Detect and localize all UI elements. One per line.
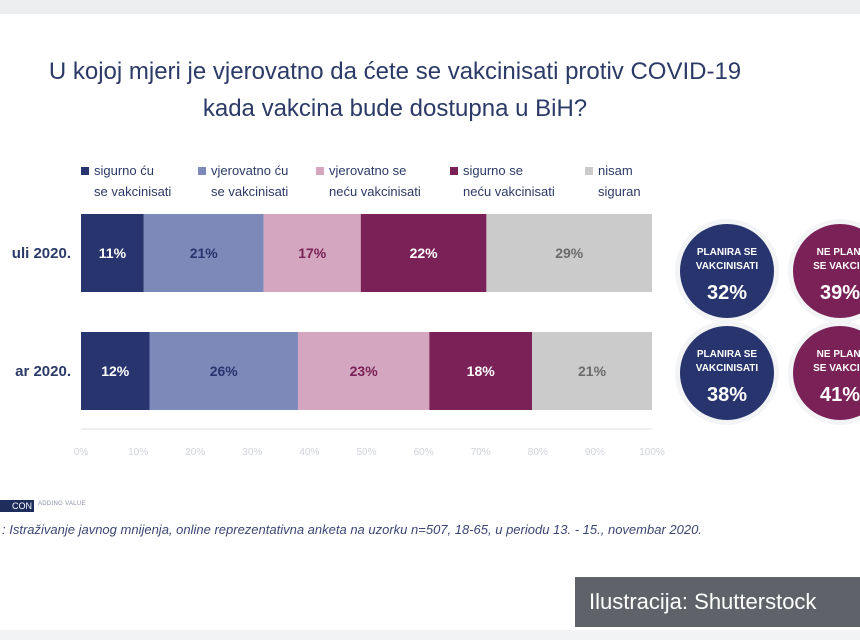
circle-label-line-1: NE PLANI bbox=[817, 349, 860, 360]
legend-swatch bbox=[198, 167, 206, 175]
category-label: uli 2020. bbox=[12, 245, 71, 262]
bar-data-label: 29% bbox=[555, 245, 584, 261]
circle-label-line-2: SE VAKCIN bbox=[813, 363, 860, 374]
legend-label-line-1: vjerovatno se bbox=[329, 163, 406, 178]
bar-segment bbox=[360, 214, 487, 292]
plan-circle bbox=[680, 224, 774, 318]
plan-circle bbox=[680, 326, 774, 420]
circle-label-line-2: SE VAKCIN bbox=[813, 261, 860, 272]
x-tick-label: 10% bbox=[128, 447, 148, 458]
x-tick-label: 20% bbox=[185, 447, 205, 458]
bar-data-label: 23% bbox=[350, 363, 379, 379]
circle-label-line-1: PLANIRA SE bbox=[697, 247, 758, 258]
x-tick-label: 70% bbox=[471, 447, 491, 458]
x-tick-label: 60% bbox=[414, 447, 434, 458]
bar-segment bbox=[143, 214, 264, 292]
bar-segment bbox=[486, 214, 652, 292]
stacked-bar-chart: sigurno ću se vakcinisati vjerovatno ću se … bbox=[12, 163, 860, 458]
x-tick-label: 40% bbox=[299, 447, 319, 458]
legend-label-line-2: se vakcinisati bbox=[94, 184, 171, 199]
legend-swatch bbox=[81, 167, 89, 175]
bar-segment bbox=[81, 332, 150, 410]
bar-segment bbox=[149, 332, 298, 410]
photo-credit-watermark: Ilustracija: Shutterstock bbox=[575, 577, 860, 627]
category-label: ar 2020. bbox=[15, 363, 71, 380]
top-band bbox=[0, 0, 860, 14]
x-tick-label: 0% bbox=[74, 447, 89, 458]
x-tick-label: 30% bbox=[242, 447, 262, 458]
circle-value: 41% bbox=[820, 384, 860, 406]
bar-segment bbox=[81, 214, 144, 292]
bar-segment bbox=[263, 214, 361, 292]
legend-label-line-1: sigurno ću bbox=[94, 163, 154, 178]
legend-swatch bbox=[585, 167, 593, 175]
bar-segment bbox=[429, 332, 533, 410]
legend-label-line-1: sigurno se bbox=[463, 163, 523, 178]
chart-title-line-2: kada vakcina bude dostupna u BiH? bbox=[202, 95, 588, 122]
x-tick-label: 50% bbox=[356, 447, 376, 458]
legend-label-line-1: nisam bbox=[598, 163, 633, 178]
noplan-circle bbox=[793, 326, 860, 420]
legend-swatch bbox=[316, 167, 324, 175]
bar-segment bbox=[297, 332, 430, 410]
noplan-circle bbox=[793, 224, 860, 318]
legend-label-line-1: vjerovatno ću bbox=[211, 163, 288, 178]
circle-label-line-2: VAKCINISATI bbox=[696, 261, 759, 272]
footer-tagline: ADDING VALUE bbox=[38, 501, 86, 507]
circle-value: 38% bbox=[707, 384, 747, 406]
footer-logo: CON bbox=[0, 500, 34, 512]
circle-label-line-1: PLANIRA SE bbox=[697, 349, 758, 360]
x-tick-label: 80% bbox=[528, 447, 548, 458]
bar-data-label: 11% bbox=[99, 245, 127, 261]
bar-segment bbox=[532, 332, 652, 410]
circle-label-line-1: NE PLANI bbox=[817, 247, 860, 258]
chart-title-line-1: U kojoj mjeri je vjerovatno da ćete se v… bbox=[48, 58, 742, 85]
legend-label-line-2: siguran bbox=[598, 184, 641, 199]
circle-value: 32% bbox=[707, 282, 747, 304]
circle-label-line-2: VAKCINISATI bbox=[696, 363, 759, 374]
legend-swatch bbox=[450, 167, 458, 175]
x-tick-label: 90% bbox=[585, 447, 605, 458]
bar-data-label: 21% bbox=[190, 245, 219, 261]
legend-label-line-2: se vakcinisati bbox=[211, 184, 288, 199]
bottom-band bbox=[0, 630, 860, 640]
bar-data-label: 22% bbox=[410, 245, 439, 261]
circle-value: 39% bbox=[820, 282, 860, 304]
bar-data-label: 21% bbox=[578, 363, 607, 379]
source-note: : Istraživanje javnog mnijenja, online r… bbox=[2, 522, 702, 537]
bar-data-label: 12% bbox=[101, 363, 130, 379]
bar-data-label: 17% bbox=[298, 245, 327, 261]
legend-label-line-2: neću vakcinisati bbox=[329, 184, 421, 199]
bar-data-label: 18% bbox=[467, 363, 496, 379]
legend-label-line-2: neću vakcinisati bbox=[463, 184, 555, 199]
bar-data-label: 26% bbox=[210, 363, 239, 379]
x-tick-label: 100% bbox=[639, 447, 665, 458]
